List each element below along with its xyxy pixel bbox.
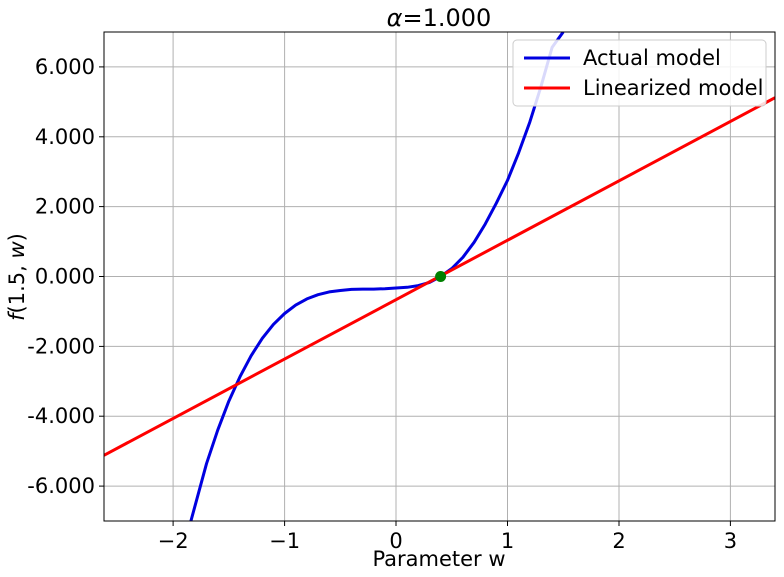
y-tick-label: 4.000 bbox=[35, 125, 95, 149]
y-tick-label: -6.000 bbox=[27, 474, 95, 498]
x-tick-label: −2 bbox=[158, 529, 189, 553]
x-tick-label: 1 bbox=[501, 529, 514, 553]
legend-box bbox=[512, 39, 767, 107]
x-axis-label: Parameter w bbox=[372, 547, 505, 571]
y-axis-label: f(1.5, w) bbox=[5, 233, 29, 321]
y-tick-labels: 6.000 4.000 2.000 0.000 -2.000 -4.000 -6.000 bbox=[27, 55, 95, 498]
y-tick-label: 6.000 bbox=[35, 55, 95, 79]
legend: Actual model Linearized model bbox=[512, 39, 767, 107]
marker-layer bbox=[435, 271, 447, 282]
legend-label-linearized: Linearized model bbox=[583, 76, 763, 100]
x-tick-labels: −2 −1 0 1 2 3 bbox=[158, 529, 737, 553]
y-tick-label: -4.000 bbox=[27, 404, 95, 428]
chart-title: α=1.000 bbox=[387, 4, 492, 32]
x-tick-label: 0 bbox=[389, 529, 402, 553]
legend-label-actual: Actual model bbox=[583, 46, 721, 70]
x-tick-label: −1 bbox=[269, 529, 300, 553]
plot-frame bbox=[103, 31, 776, 522]
y-tick-label: 0.000 bbox=[35, 265, 95, 289]
x-tick-label: 3 bbox=[724, 529, 737, 553]
linearization-point-marker bbox=[435, 271, 447, 282]
x-tick-label: 2 bbox=[612, 529, 625, 553]
y-tick-label: 2.000 bbox=[35, 195, 95, 219]
series-line-actual-model bbox=[189, 32, 565, 521]
y-tick-label: -2.000 bbox=[27, 334, 95, 358]
